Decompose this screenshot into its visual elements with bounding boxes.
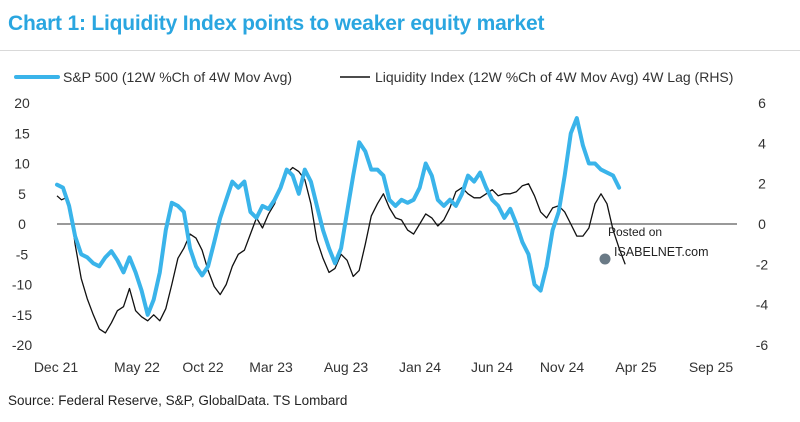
legend-label-liquidity: Liquidity Index (12W %Ch of 4W Mov Avg) … — [375, 69, 733, 85]
left-axis-ticks: -20 -15 -10 -5 0 5 10 15 20 — [12, 95, 32, 353]
left-tick-label: 15 — [14, 125, 30, 141]
left-tick-label: -15 — [12, 307, 32, 323]
left-tick-label: -20 — [12, 337, 32, 353]
x-tick-label: Jun 24 — [471, 359, 513, 375]
right-tick-label: 4 — [758, 135, 766, 151]
right-tick-label: -2 — [756, 256, 769, 272]
watermark-line1: Posted on — [608, 225, 662, 239]
legend-label-sp500: S&P 500 (12W %Ch of 4W Mov Avg) — [63, 69, 292, 85]
x-tick-label: Apr 25 — [615, 359, 656, 375]
watermark: Posted on ISABELNET.com — [599, 225, 708, 265]
x-tick-label: Sep 25 — [689, 359, 734, 375]
x-tick-label: Mar 23 — [249, 359, 293, 375]
x-tick-label: Nov 24 — [540, 359, 585, 375]
right-axis-ticks: -6 -4 -2 0 2 4 6 — [756, 95, 769, 353]
right-tick-label: 0 — [758, 216, 766, 232]
right-tick-label: -4 — [756, 297, 769, 313]
chart-title: Chart 1: Liquidity Index points to weake… — [8, 12, 545, 35]
left-tick-label: -5 — [16, 246, 29, 262]
watermark-line2: ISABELNET.com — [614, 245, 708, 259]
right-tick-label: -6 — [756, 337, 769, 353]
left-tick-label: 20 — [14, 95, 30, 111]
legend: S&P 500 (12W %Ch of 4W Mov Avg) Liquidit… — [14, 69, 733, 85]
x-axis-ticks: Dec 21 May 22 Oct 22 Mar 23 Aug 23 Jan 24 Jun … — [34, 359, 734, 375]
left-tick-label: -10 — [12, 277, 32, 293]
left-tick-label: 5 — [18, 186, 26, 202]
line-chart: S&P 500 (12W %Ch of 4W Mov Avg) Liquidit… — [12, 69, 769, 375]
x-tick-label: Jan 24 — [399, 359, 441, 375]
watermark-globe-icon — [599, 253, 611, 265]
series-line-liquidity — [56, 166, 626, 334]
x-tick-label: Oct 22 — [182, 359, 223, 375]
right-tick-label: 2 — [758, 176, 766, 192]
x-tick-label: Dec 21 — [34, 359, 79, 375]
right-tick-label: 6 — [758, 95, 766, 111]
x-tick-label: May 22 — [114, 359, 160, 375]
left-tick-label: 0 — [18, 216, 26, 232]
series-line-sp500 — [55, 116, 622, 317]
x-tick-label: Aug 23 — [324, 359, 369, 375]
left-tick-label: 10 — [14, 156, 30, 172]
title-divider — [0, 50, 800, 51]
source-note: Source: Federal Reserve, S&P, GlobalData… — [8, 393, 348, 408]
